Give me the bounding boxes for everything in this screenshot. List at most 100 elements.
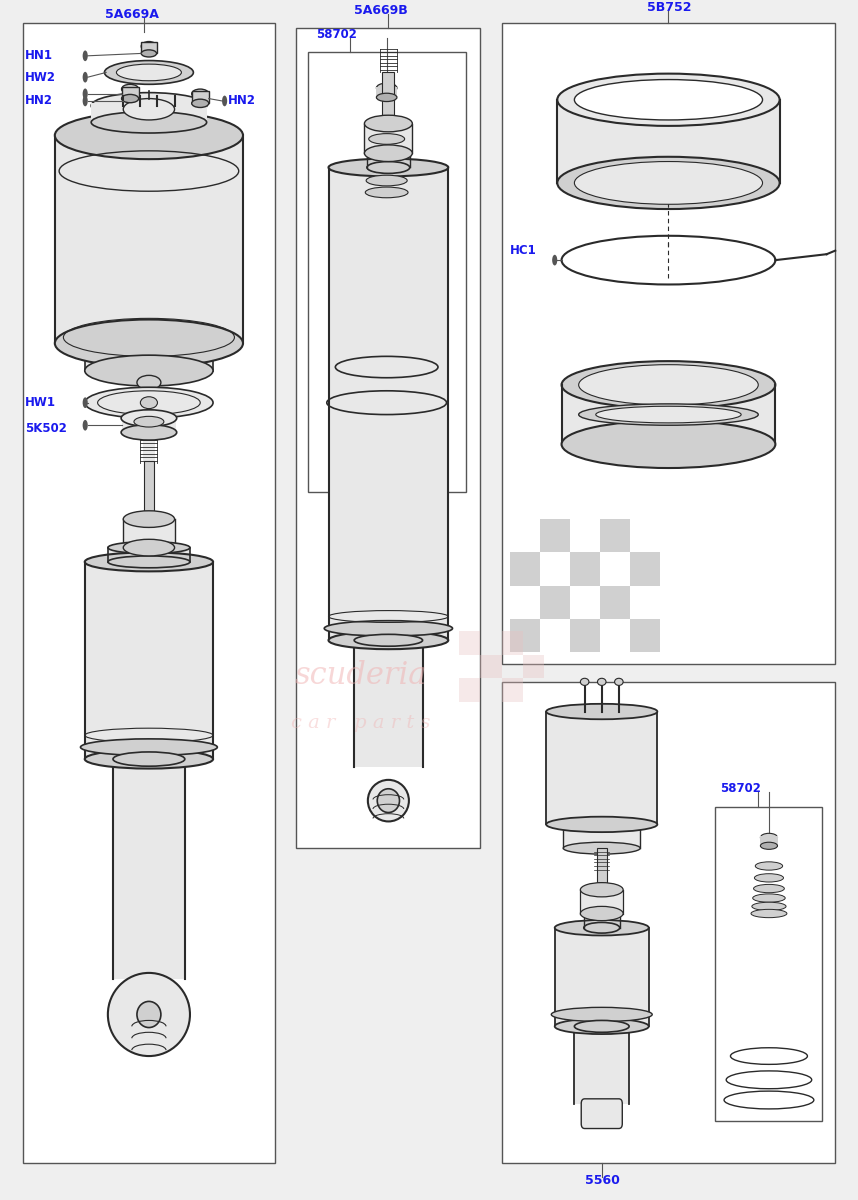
- Ellipse shape: [561, 420, 776, 468]
- Ellipse shape: [367, 162, 407, 173]
- Ellipse shape: [366, 175, 408, 186]
- Ellipse shape: [580, 678, 589, 685]
- Bar: [23, 23, 275, 1163]
- Ellipse shape: [122, 84, 139, 94]
- Text: HN1: HN1: [26, 49, 53, 62]
- Ellipse shape: [105, 60, 193, 84]
- Ellipse shape: [142, 50, 157, 56]
- Ellipse shape: [370, 118, 404, 128]
- Text: 58702: 58702: [316, 28, 357, 41]
- Bar: [555, 928, 649, 1026]
- Ellipse shape: [191, 100, 208, 108]
- Bar: [502, 678, 523, 702]
- Ellipse shape: [752, 894, 785, 902]
- Ellipse shape: [555, 920, 649, 936]
- Bar: [502, 23, 835, 664]
- Ellipse shape: [85, 388, 213, 418]
- Bar: [142, 42, 157, 54]
- Text: HW2: HW2: [26, 71, 57, 84]
- Ellipse shape: [547, 704, 657, 719]
- Text: c a r   p a r t s: c a r p a r t s: [291, 714, 431, 732]
- Bar: [383, 72, 395, 124]
- Ellipse shape: [82, 50, 88, 61]
- Ellipse shape: [369, 133, 405, 144]
- Ellipse shape: [558, 157, 780, 209]
- Ellipse shape: [563, 842, 640, 854]
- Ellipse shape: [595, 407, 741, 422]
- Ellipse shape: [574, 162, 763, 204]
- Bar: [541, 586, 570, 619]
- FancyBboxPatch shape: [581, 1099, 622, 1128]
- Ellipse shape: [597, 678, 606, 685]
- Ellipse shape: [354, 635, 423, 647]
- Ellipse shape: [552, 1007, 652, 1021]
- Ellipse shape: [122, 95, 139, 103]
- Bar: [307, 53, 466, 492]
- Ellipse shape: [365, 145, 413, 162]
- Ellipse shape: [324, 620, 452, 636]
- Bar: [377, 86, 397, 97]
- Ellipse shape: [760, 842, 777, 850]
- Ellipse shape: [113, 752, 184, 766]
- Ellipse shape: [561, 361, 776, 409]
- Bar: [630, 552, 660, 586]
- Bar: [570, 552, 600, 586]
- Ellipse shape: [108, 973, 190, 1056]
- Ellipse shape: [614, 678, 623, 685]
- Bar: [580, 889, 623, 913]
- Text: HN2: HN2: [228, 95, 256, 108]
- Bar: [108, 1002, 190, 1027]
- Text: 5560: 5560: [584, 1175, 619, 1187]
- Bar: [716, 806, 823, 1121]
- Ellipse shape: [55, 319, 243, 367]
- Bar: [596, 848, 607, 889]
- Ellipse shape: [121, 410, 177, 426]
- Ellipse shape: [377, 94, 397, 102]
- Bar: [354, 641, 423, 767]
- Bar: [480, 654, 502, 678]
- Ellipse shape: [85, 552, 213, 571]
- Ellipse shape: [91, 92, 207, 119]
- Ellipse shape: [368, 780, 409, 822]
- Bar: [523, 654, 545, 678]
- Ellipse shape: [329, 631, 448, 649]
- Bar: [143, 437, 155, 461]
- Ellipse shape: [82, 397, 88, 408]
- Bar: [191, 91, 208, 103]
- Ellipse shape: [547, 817, 657, 832]
- Bar: [561, 385, 776, 444]
- Text: 58702: 58702: [720, 782, 761, 796]
- Ellipse shape: [760, 833, 777, 841]
- Ellipse shape: [124, 511, 174, 528]
- Bar: [459, 631, 480, 654]
- Ellipse shape: [580, 883, 623, 896]
- Ellipse shape: [377, 83, 397, 92]
- Ellipse shape: [124, 539, 174, 556]
- Ellipse shape: [752, 902, 786, 911]
- Ellipse shape: [553, 254, 558, 265]
- Ellipse shape: [751, 910, 787, 918]
- Ellipse shape: [82, 420, 88, 431]
- Ellipse shape: [142, 42, 157, 52]
- Ellipse shape: [583, 923, 619, 934]
- Ellipse shape: [117, 64, 181, 80]
- Text: 5K502: 5K502: [26, 422, 67, 436]
- Bar: [541, 520, 570, 552]
- Ellipse shape: [555, 1019, 649, 1034]
- Ellipse shape: [365, 115, 413, 132]
- Ellipse shape: [367, 148, 410, 160]
- Ellipse shape: [141, 397, 158, 409]
- Ellipse shape: [137, 1002, 161, 1027]
- Ellipse shape: [85, 750, 213, 768]
- Ellipse shape: [108, 541, 190, 553]
- Bar: [502, 682, 835, 1163]
- Ellipse shape: [134, 416, 164, 427]
- Bar: [547, 712, 657, 824]
- Text: HW1: HW1: [26, 396, 57, 409]
- Bar: [55, 136, 243, 343]
- Bar: [511, 619, 541, 652]
- Ellipse shape: [574, 79, 763, 120]
- Text: 5A669B: 5A669B: [354, 4, 408, 17]
- Bar: [85, 343, 213, 371]
- Ellipse shape: [124, 98, 174, 120]
